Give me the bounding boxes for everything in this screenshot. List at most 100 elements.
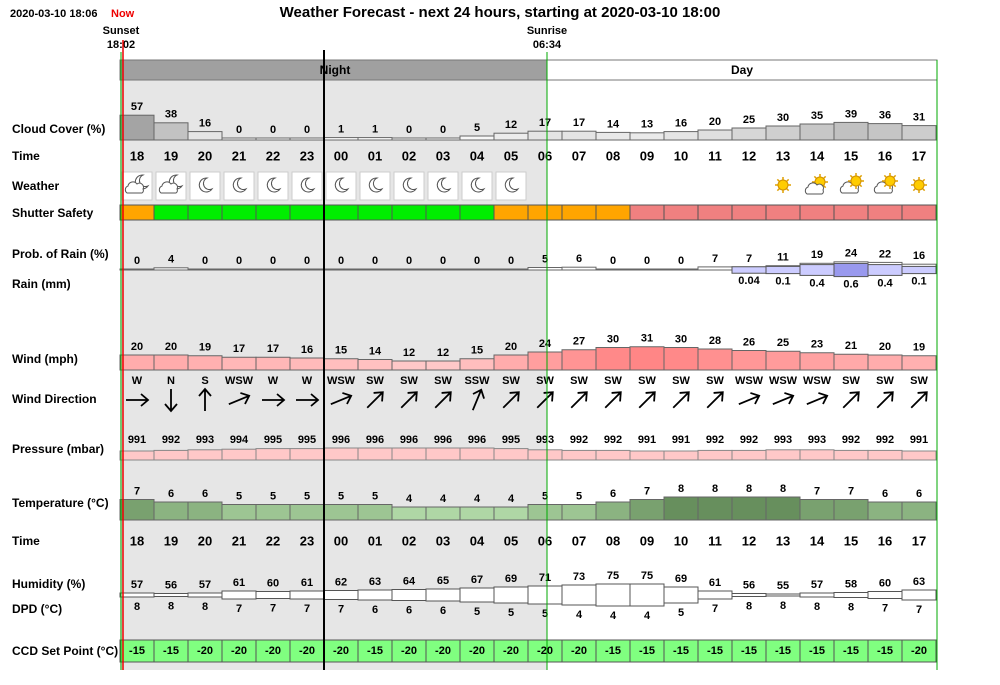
value-label: 14 bbox=[810, 533, 825, 548]
temperature-bar bbox=[527, 504, 563, 521]
value-label: SW bbox=[910, 375, 928, 387]
value-label: W bbox=[268, 375, 279, 387]
row-label: Humidity (%) bbox=[12, 577, 85, 591]
value-label: 5 bbox=[270, 490, 276, 502]
temperature-bar bbox=[493, 506, 529, 521]
weather-cell bbox=[223, 171, 255, 201]
value-label: -20 bbox=[333, 645, 349, 657]
value-label: 6 bbox=[916, 488, 922, 500]
value-label: 4 bbox=[406, 493, 413, 505]
value-label: 14 bbox=[369, 345, 382, 357]
temperature-bar bbox=[731, 496, 767, 521]
temperature-bar bbox=[153, 501, 189, 521]
value-label: -15 bbox=[129, 645, 145, 657]
rain-prob-bar bbox=[119, 268, 155, 271]
value-label: 993 bbox=[536, 434, 554, 446]
value-label: 6 bbox=[372, 604, 378, 616]
shutter-cell bbox=[255, 204, 291, 221]
weather-cell bbox=[393, 171, 425, 201]
value-label: 992 bbox=[570, 434, 588, 446]
value-label: 15 bbox=[844, 533, 858, 548]
value-label: 75 bbox=[607, 570, 619, 582]
value-label: 7 bbox=[270, 602, 276, 614]
pressure-bar bbox=[289, 448, 325, 461]
pressure-bar bbox=[119, 450, 155, 461]
humidity-box bbox=[833, 592, 869, 598]
moon-icon bbox=[334, 177, 350, 193]
value-label: 0 bbox=[508, 255, 514, 267]
value-label: 16 bbox=[913, 250, 925, 262]
weather-icon bbox=[158, 174, 184, 194]
wind-bar bbox=[595, 347, 631, 371]
rain-prob-bar bbox=[153, 267, 189, 271]
humidity-box bbox=[289, 590, 325, 600]
value-label: 20 bbox=[198, 148, 212, 163]
value-label: 995 bbox=[298, 434, 316, 446]
value-label: 6 bbox=[202, 488, 208, 500]
value-label: 7 bbox=[882, 602, 888, 614]
pressure-bar bbox=[765, 449, 801, 461]
temperature-bar bbox=[425, 506, 461, 521]
cloud-bar bbox=[187, 131, 223, 141]
value-label: -15 bbox=[639, 645, 655, 657]
value-label: 28 bbox=[709, 335, 721, 347]
value-label: 991 bbox=[910, 434, 928, 446]
row-label: Temperature (°C) bbox=[12, 496, 109, 510]
wind-arrow bbox=[296, 393, 320, 407]
wind-bar bbox=[561, 349, 597, 371]
temperature-bar bbox=[765, 496, 801, 521]
value-label: -15 bbox=[707, 645, 723, 657]
value-label: 30 bbox=[675, 333, 687, 345]
sun-ray bbox=[859, 174, 863, 178]
wind-arrow bbox=[126, 393, 150, 407]
wind-arrow bbox=[198, 387, 212, 411]
moon-icon bbox=[402, 177, 418, 193]
value-label: 8 bbox=[746, 600, 752, 612]
humidity-box bbox=[799, 592, 835, 598]
value-label: 13 bbox=[776, 148, 790, 163]
value-label: 56 bbox=[165, 579, 177, 591]
value-label: 22 bbox=[879, 248, 891, 260]
shutter-cell bbox=[221, 204, 257, 221]
value-label: 03 bbox=[436, 148, 450, 163]
wind-bar bbox=[255, 356, 291, 371]
value-label: 19 bbox=[164, 533, 178, 548]
weather-cell bbox=[325, 171, 357, 201]
weather-icon bbox=[368, 177, 384, 193]
value-label: 06 bbox=[538, 148, 552, 163]
temperature-bar bbox=[867, 501, 903, 521]
value-label: 7 bbox=[746, 253, 752, 265]
weather-icon bbox=[504, 177, 520, 193]
value-label: SW bbox=[638, 375, 656, 387]
value-label: 6 bbox=[406, 604, 412, 616]
value-label: 17 bbox=[912, 148, 926, 163]
value-label: 56 bbox=[743, 579, 755, 591]
wind-arrow bbox=[434, 391, 452, 409]
humidity-box bbox=[629, 583, 665, 607]
value-label: 31 bbox=[913, 112, 925, 124]
cloud-bar bbox=[459, 135, 495, 141]
row-label: Rain (mm) bbox=[12, 277, 71, 291]
value-label: 23 bbox=[300, 533, 314, 548]
value-label: -20 bbox=[401, 645, 417, 657]
rain-bar bbox=[731, 266, 767, 274]
value-label: 7 bbox=[916, 604, 922, 616]
value-label: 06 bbox=[538, 533, 552, 548]
value-label: 8 bbox=[814, 601, 820, 613]
weather-icon bbox=[266, 177, 282, 193]
value-label: 5 bbox=[338, 490, 344, 502]
value-label: 11 bbox=[708, 533, 722, 548]
value-label: 5 bbox=[576, 490, 582, 502]
cloud-bar bbox=[867, 123, 903, 141]
value-label: 20 bbox=[131, 341, 143, 353]
sun-ray bbox=[776, 188, 780, 192]
value-label: 11 bbox=[708, 148, 722, 163]
temperature-bar bbox=[187, 501, 223, 521]
weather-icon bbox=[839, 173, 864, 194]
value-label: 5 bbox=[236, 490, 242, 502]
cloud-bar bbox=[255, 137, 291, 141]
value-label: 0 bbox=[678, 255, 684, 267]
value-label: 8 bbox=[780, 483, 786, 495]
wind-arrow bbox=[876, 391, 894, 409]
temperature-bar bbox=[799, 499, 835, 521]
